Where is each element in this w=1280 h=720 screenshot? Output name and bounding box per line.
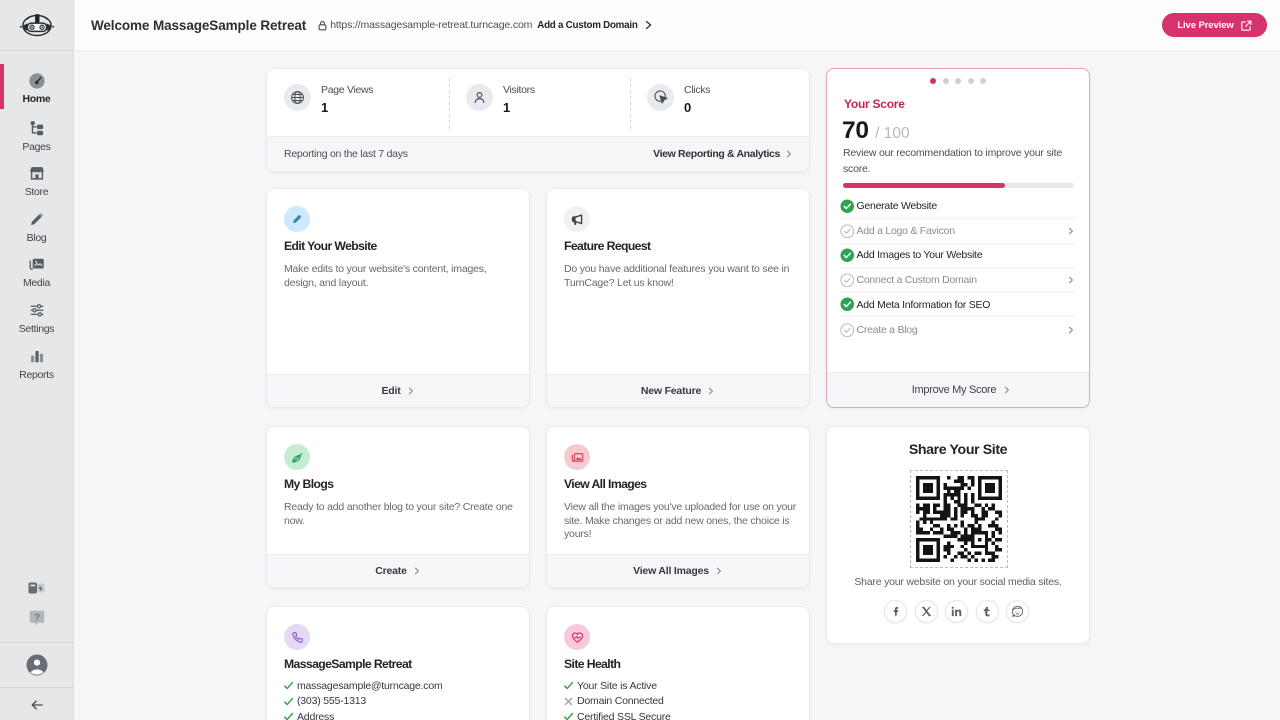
svg-text:?: ? (33, 613, 39, 624)
